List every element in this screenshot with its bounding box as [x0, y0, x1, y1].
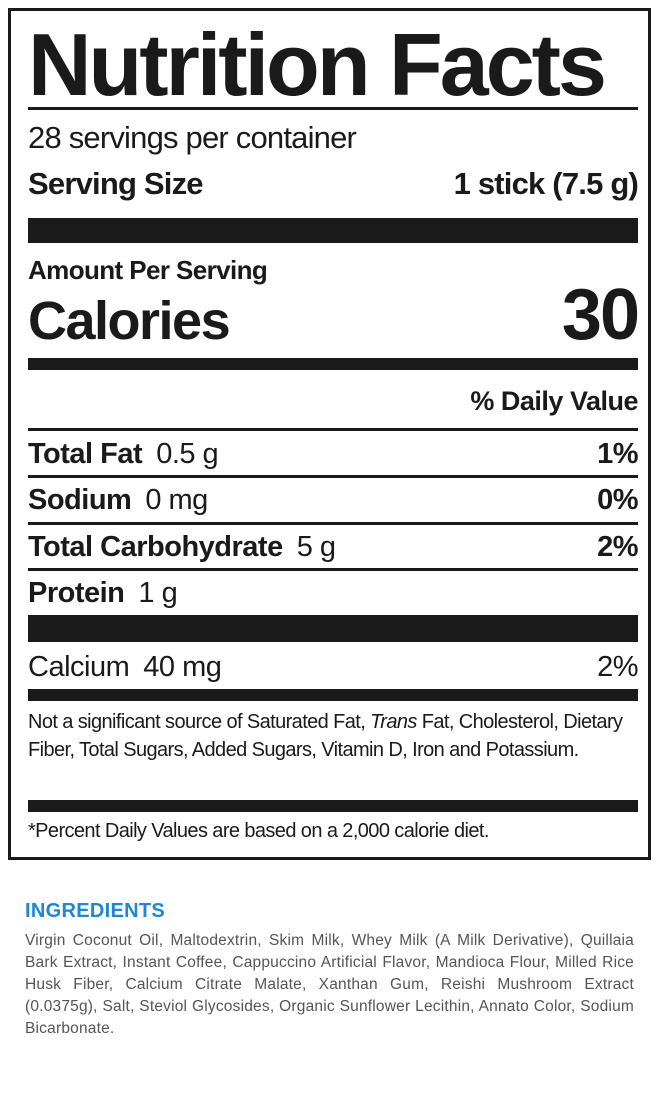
note-text: Fat, Cholesterol, Dietary Fiber, Total S… — [28, 711, 623, 761]
nutrient-amount: 0 mg — [145, 484, 208, 516]
divider-medium — [28, 358, 638, 370]
divider-thick — [28, 615, 638, 642]
nutrient-name: Total Fat — [28, 438, 143, 470]
divider-thin — [28, 522, 638, 525]
nutrient-dv: 2% — [597, 531, 638, 563]
calories-row: Calories 30 — [28, 275, 640, 359]
nutrient-name: Total Carbohydrate — [28, 531, 283, 563]
amount-per-serving: Amount Per Serving — [28, 255, 268, 285]
nutrient-row-total-carbohydrate: Total Carbohydrate 5 g 2% — [28, 525, 638, 569]
divider-thin — [28, 568, 638, 571]
serving-size-label: Serving Size — [28, 166, 204, 201]
daily-value-footnote: *Percent Daily Values are based on a 2,0… — [28, 820, 489, 842]
note-italic: Trans — [370, 711, 417, 733]
nutrient-row-protein: Protein 1 g — [28, 571, 638, 615]
servings-per-container: 28 servings per container — [28, 120, 357, 155]
nutrient-amount: 0.5 g — [156, 438, 219, 470]
ingredients-heading: INGREDIENTS — [25, 900, 165, 922]
serving-size-row: Serving Size 1 stick (7.5 g) — [28, 161, 639, 207]
nutrient-name: Sodium — [28, 484, 132, 516]
divider-thin — [28, 107, 638, 110]
vitamin-row-calcium: Calcium 40 mg 2% — [28, 645, 638, 689]
vitamin-amount: 40 mg — [143, 651, 222, 683]
nutrition-facts-label: Nutrition Facts 28 servings per containe… — [8, 8, 651, 860]
divider-thin — [28, 475, 638, 478]
divider-thin — [28, 428, 638, 431]
label-title: Nutrition Facts — [28, 15, 607, 114]
nutrient-dv: 1% — [597, 438, 638, 470]
nutrient-amount: 5 g — [296, 531, 336, 563]
daily-value-header: % Daily Value — [470, 386, 638, 416]
nutrient-row-total-fat: Total Fat 0.5 g 1% — [28, 432, 638, 476]
not-significant-note: Not a significant source of Saturated Fa… — [28, 708, 628, 764]
divider-medium — [28, 689, 638, 701]
divider-thick — [28, 218, 638, 243]
calories-label: Calories — [28, 291, 231, 351]
nutrient-row-sodium: Sodium 0 mg 0% — [28, 478, 638, 522]
nutrient-name: Protein — [28, 577, 125, 609]
vitamin-dv: 2% — [597, 651, 638, 683]
serving-size-value: 1 stick (7.5 g) — [453, 166, 639, 201]
divider-medium — [28, 800, 638, 812]
calories-value: 30 — [561, 275, 640, 355]
ingredients-text: Virgin Coconut Oil, Maltodextrin, Skim M… — [25, 932, 634, 1037]
nutrient-dv: 0% — [597, 484, 638, 516]
vitamin-name: Calcium — [28, 651, 130, 683]
nutrient-amount: 1 g — [138, 577, 178, 609]
note-text: Not a significant source of Saturated Fa… — [28, 711, 371, 733]
